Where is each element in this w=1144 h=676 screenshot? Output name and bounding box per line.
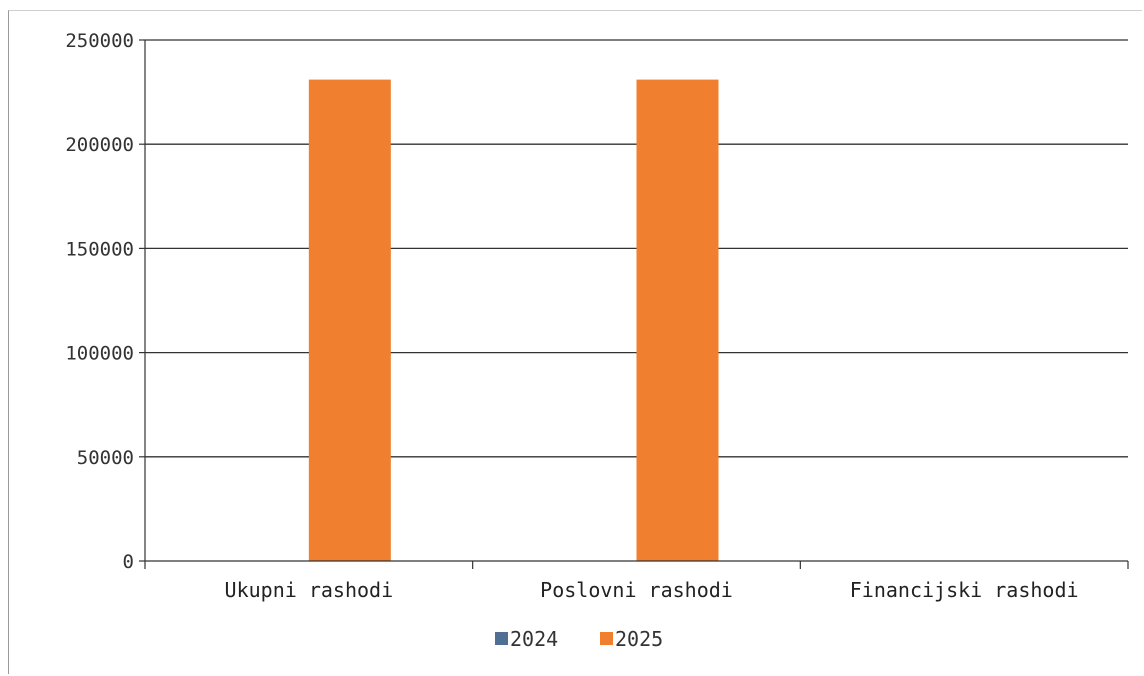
- bar-2025-1: [636, 79, 719, 561]
- legend-swatch: [495, 632, 508, 645]
- y-tick-label: 150000: [65, 238, 134, 260]
- category-label: Ukupni rashodi: [225, 578, 394, 602]
- y-axis-ticks: 0 50000 100000 150000 200000 250000: [65, 30, 145, 573]
- category-label: Poslovni rashodi: [540, 578, 733, 602]
- legend: 2024 2025: [495, 627, 663, 651]
- chart-frame: [8, 10, 1142, 674]
- y-tick-label: 250000: [65, 30, 134, 52]
- legend-swatch: [600, 632, 613, 645]
- y-tick-label: 0: [123, 551, 134, 573]
- y-tick-label: 50000: [77, 447, 134, 469]
- x-axis: [144, 40, 1129, 569]
- bars: [308, 79, 719, 561]
- y-tick-label: 200000: [65, 134, 134, 156]
- legend-label: 2024: [510, 627, 558, 651]
- category-labels: Ukupni rashodi Poslovni rashodi Financijsk…: [225, 578, 1079, 602]
- category-label: Financijski rashodi: [850, 578, 1079, 602]
- y-tick-label: 100000: [65, 343, 134, 365]
- legend-label: 2025: [615, 627, 663, 651]
- bar-2025-0: [308, 79, 391, 561]
